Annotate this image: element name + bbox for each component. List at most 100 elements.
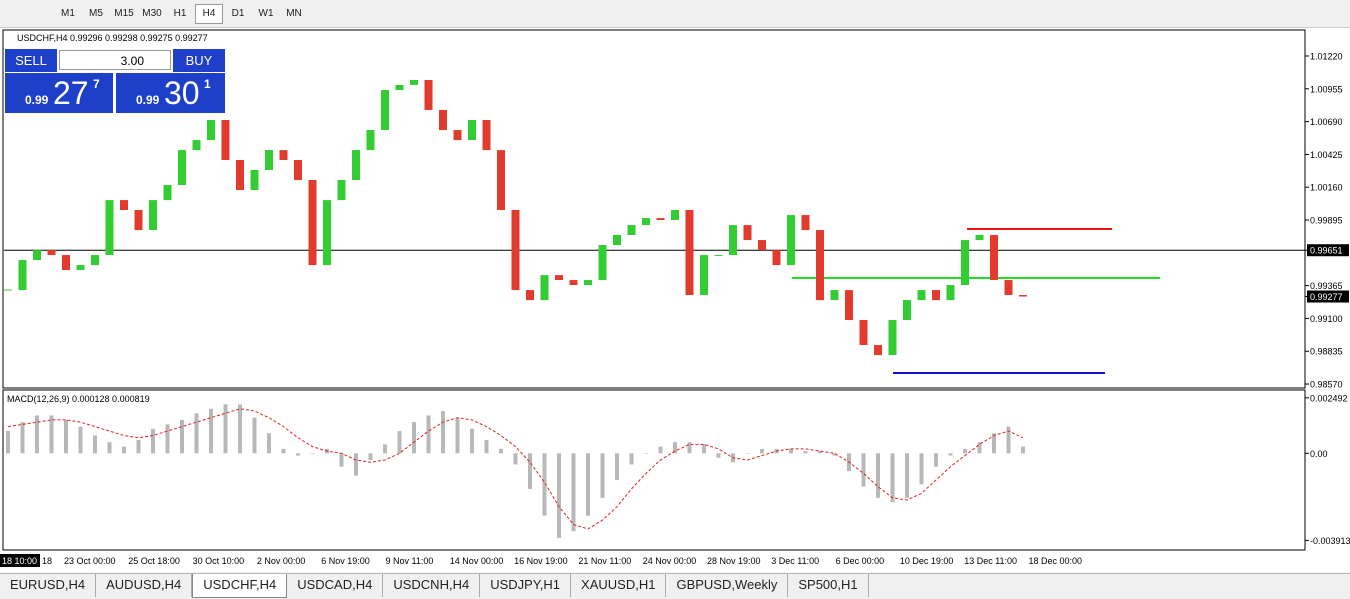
macd-bar	[745, 453, 750, 454]
x-tick-label: 6 Nov 19:00	[321, 556, 370, 566]
candle	[830, 290, 839, 301]
trade-panel: SELL 3.00 BUY 0.99 27 7 0.99 30 1	[5, 49, 225, 114]
y-tick-label: 0.99277	[1310, 292, 1343, 302]
timeframe-button[interactable]: M30	[142, 7, 162, 19]
candle	[453, 130, 462, 141]
candle	[584, 280, 592, 286]
candle	[671, 209, 679, 221]
macd-bar	[339, 453, 344, 467]
macd-bar	[977, 442, 982, 454]
macd-bar	[6, 431, 10, 454]
candle	[178, 150, 186, 185]
candle	[424, 80, 433, 110]
symbol-tab[interactable]: EURUSD,H4	[0, 574, 97, 597]
macd-bar	[238, 404, 242, 454]
toolbar: M1 M5 M15 M30 H1 H4 D1 W1 MN	[0, 0, 1350, 28]
candle	[134, 209, 143, 231]
candle	[729, 225, 737, 256]
macd-bar	[136, 439, 141, 454]
macd-bar	[209, 408, 213, 454]
macd-bar	[803, 451, 808, 454]
buy-button[interactable]: BUY	[173, 49, 225, 72]
symbol-tab[interactable]: SP500,H1	[788, 574, 869, 597]
candle	[787, 215, 795, 266]
x-tick-label: 23 Oct 00:00	[64, 556, 116, 566]
candle	[990, 234, 998, 281]
candle	[395, 84, 404, 91]
macd-bar	[499, 448, 503, 454]
timeframe-button[interactable]: H1	[173, 7, 187, 19]
candle	[410, 80, 418, 85]
macd-bar	[948, 453, 953, 456]
candle	[526, 290, 534, 301]
candle	[468, 120, 476, 141]
macd-bar	[194, 413, 199, 454]
macd-bar	[571, 453, 576, 532]
macd-bar	[426, 415, 431, 454]
y-tick-label: 0.99651	[1310, 246, 1343, 256]
candle	[598, 245, 607, 281]
candle	[888, 320, 897, 356]
x-tick-label: 21 Nov 11:00	[578, 556, 631, 566]
candle	[381, 90, 389, 131]
macd-bar	[455, 417, 460, 454]
price-highlight	[1307, 244, 1349, 257]
macd-frame	[2, 389, 1306, 551]
candle	[294, 159, 302, 181]
macd-bar	[93, 435, 97, 454]
price-big: 30	[164, 75, 200, 111]
macd-bar	[107, 442, 112, 454]
candle	[18, 259, 27, 291]
candle	[700, 255, 708, 296]
timeframe-button[interactable]: MN	[286, 7, 302, 19]
symbol-tab[interactable]: USDCHF,H4	[192, 574, 288, 598]
macd-bar	[963, 448, 967, 454]
macd-bar	[861, 453, 866, 487]
candle	[758, 240, 766, 251]
timeframe-button[interactable]: H4	[195, 3, 223, 24]
candle	[1004, 280, 1013, 296]
macd-bar	[934, 453, 938, 467]
candle	[250, 170, 259, 191]
x-tick-label: 13 Dec 11:00	[964, 556, 1017, 566]
candle	[903, 300, 911, 321]
macd-bar	[296, 453, 300, 456]
lot-input[interactable]: 3.00	[59, 50, 171, 70]
timeframe-button[interactable]: M15	[114, 7, 134, 19]
buy-price[interactable]: 0.99 30 1	[116, 73, 225, 113]
candle	[482, 120, 491, 151]
symbol-tab[interactable]: USDJPY,H1	[480, 574, 572, 597]
x-tick-label: 30 Oct 10:00	[193, 556, 245, 566]
macd-label: MACD(12,26,9) 0.000128 0.000819	[7, 394, 150, 404]
symbol-info: USDCHF,H4 0.99296 0.99298 0.99275 0.9927…	[17, 33, 208, 43]
candle	[714, 255, 723, 257]
macd-bar	[542, 453, 547, 516]
candle	[33, 250, 41, 260]
macd-bar	[64, 419, 68, 454]
symbol-tab[interactable]: XAUUSD,H1	[571, 574, 667, 597]
symbol-tab[interactable]: GBPUSD,Weekly	[666, 574, 789, 597]
symbol-tab[interactable]: USDCNH,H4	[383, 574, 481, 597]
price-big: 27	[53, 75, 89, 111]
symbol-tab[interactable]: AUDUSD,H4	[96, 574, 193, 597]
candle	[439, 109, 447, 131]
sell-price[interactable]: 0.99 27 7	[5, 73, 113, 113]
timeframe-button[interactable]: M5	[89, 7, 103, 19]
symbol-tabs: EURUSD,H4 AUDUSD,H4 USDCHF,H4 USDCAD,H4 USDC…	[0, 573, 1350, 599]
candle	[323, 200, 331, 266]
candle	[540, 275, 549, 301]
timeframe-button[interactable]: M1	[61, 7, 75, 19]
candle	[149, 200, 157, 231]
price-prefix: 0.99	[25, 93, 49, 107]
timeframe-button[interactable]: D1	[231, 7, 245, 19]
sell-button[interactable]: SELL	[5, 49, 57, 72]
macd-bar	[629, 453, 634, 465]
symbol-tab[interactable]: USDCAD,H4	[287, 574, 384, 597]
timeframe-button[interactable]: W1	[258, 7, 274, 19]
macd-bar	[1021, 446, 1025, 454]
candle	[105, 200, 114, 256]
macd-bar	[122, 446, 126, 454]
macd-signal	[7, 408, 1024, 530]
candle	[47, 250, 56, 256]
price-small: 7	[93, 77, 100, 91]
